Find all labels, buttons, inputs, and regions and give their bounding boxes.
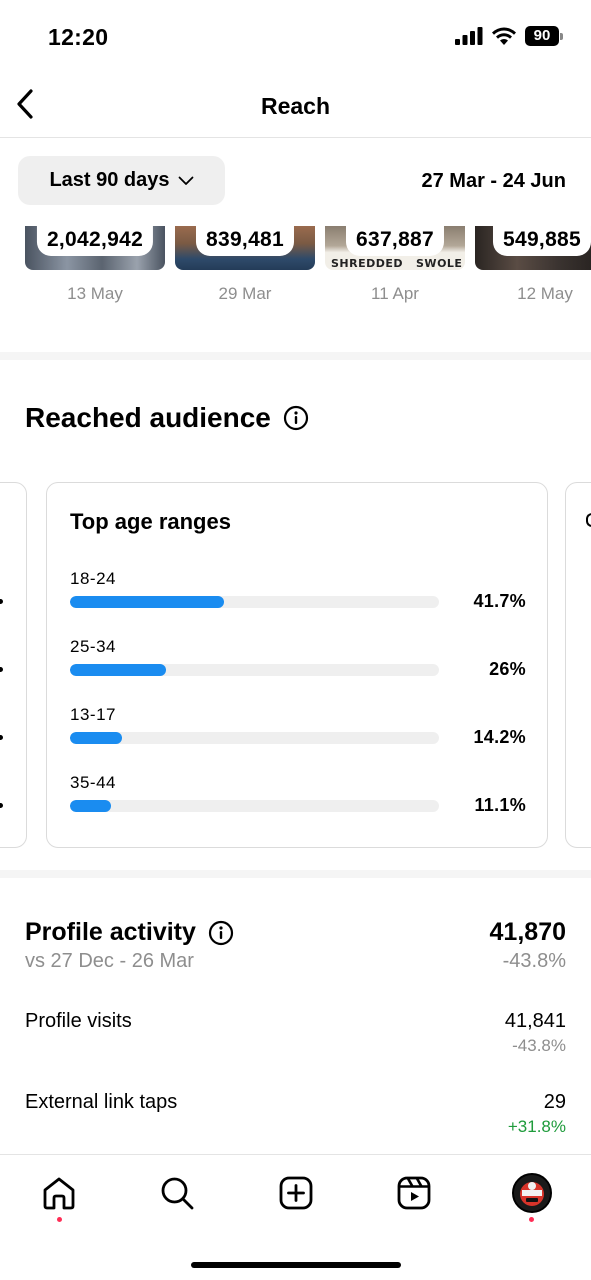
age-range-label: 35-44 <box>70 773 116 792</box>
age-range-bar-fill <box>70 800 111 812</box>
status-bar: 12:20 90 <box>0 0 591 76</box>
age-range-percent: 11.1% <box>474 795 526 815</box>
post-card[interactable]: SHREDDED SWOLE 637,887 <box>325 226 465 270</box>
metric-value: 29 <box>543 1091 566 1113</box>
metric-change: +31.8% <box>507 1117 566 1136</box>
search-icon <box>161 1177 194 1210</box>
age-range-bar-track <box>70 732 439 744</box>
age-range-row: 13-17 14.2% <box>70 705 526 755</box>
post-reach-count: 637,887 <box>345 226 445 256</box>
chevron-down-icon <box>178 176 193 185</box>
home-indicator <box>191 1262 401 1268</box>
page-title: Reach <box>260 93 331 119</box>
section-divider <box>0 352 591 360</box>
reels-icon <box>397 1176 431 1210</box>
top-age-ranges-card: Top age ranges 18-24 41.7% 25-34 26% 13-17 14… <box>46 482 548 848</box>
info-icon[interactable] <box>283 405 309 431</box>
metric-row-profile-visits[interactable]: Profile visits 41,841 -43.8% <box>25 1010 566 1060</box>
date-range-text: 27 Mar - 24 Jun <box>421 170 566 192</box>
comparison-period: vs 27 Dec - 26 Mar <box>25 950 194 972</box>
tab-search[interactable] <box>157 1173 197 1213</box>
post-reach-count: 2,042,942 <box>36 226 154 256</box>
date-range-dropdown-label: Last 90 days <box>49 169 170 191</box>
metric-row-external-link-taps[interactable]: External link taps 29 +31.8% <box>25 1091 566 1141</box>
home-icon <box>43 1177 75 1210</box>
post-card[interactable]: 2,042,942 <box>25 226 165 270</box>
age-range-bar-track <box>70 596 439 608</box>
date-range-dropdown[interactable]: Last 90 days <box>18 156 225 205</box>
age-range-percent: 14.2% <box>473 727 526 747</box>
previous-audience-card[interactable] <box>0 482 27 848</box>
age-range-bar-fill <box>70 596 224 608</box>
next-audience-card[interactable] <box>565 482 591 848</box>
profile-activity-heading: Profile activity <box>25 918 234 947</box>
post-date: 29 Mar <box>218 284 272 303</box>
post-card[interactable]: 549,885 <box>475 226 591 270</box>
post-date: 12 May <box>517 284 573 303</box>
status-icons: 90 <box>455 26 563 46</box>
age-range-row: 18-24 41.7% <box>70 569 526 619</box>
age-range-percent: 41.7% <box>473 591 526 611</box>
metric-label: Profile visits <box>25 1010 132 1032</box>
post-reach-count: 839,481 <box>195 226 295 256</box>
age-range-label: 25-34 <box>70 637 116 656</box>
age-range-row: 25-34 26% <box>70 637 526 687</box>
post-date: 13 May <box>67 284 123 303</box>
metric-label: External link taps <box>25 1091 178 1113</box>
post-reach-count: 549,885 <box>492 226 591 256</box>
tab-bar <box>0 1154 591 1280</box>
create-icon <box>279 1176 313 1210</box>
profile-activity-title: Profile activity <box>25 918 196 946</box>
filter-row: Last 90 days 27 Mar - 24 Jun <box>0 156 591 206</box>
age-range-bar-fill <box>70 732 123 744</box>
age-range-label: 18-24 <box>70 569 116 588</box>
battery-icon: 90 <box>525 26 563 46</box>
metric-change: -43.8% <box>512 1036 566 1055</box>
top-posts-strip: 2,042,942 13 May 839,481 29 Mar SHREDDED… <box>0 226 591 316</box>
wifi-icon <box>492 27 516 45</box>
age-range-percent: 26% <box>489 659 526 679</box>
notification-dot <box>529 1217 534 1222</box>
age-range-label: 13-17 <box>70 705 116 724</box>
tab-reels[interactable] <box>394 1173 434 1213</box>
post-date: 11 Apr <box>371 284 419 303</box>
age-range-bar-fill <box>70 664 166 676</box>
tab-profile[interactable] <box>512 1173 552 1213</box>
profile-activity-change: -43.8% <box>502 950 566 972</box>
section-divider <box>0 870 591 878</box>
tab-create[interactable] <box>276 1173 316 1213</box>
tab-home[interactable] <box>39 1173 79 1213</box>
nav-header: Reach <box>0 76 591 138</box>
notification-dot <box>57 1217 62 1222</box>
back-button[interactable] <box>10 86 40 122</box>
reached-audience-title: Reached audience <box>25 402 271 433</box>
reached-audience-heading: Reached audience <box>25 402 309 434</box>
cellular-signal-icon <box>455 27 483 45</box>
post-thumbnail-text: SHREDDED SWOLE <box>331 257 463 270</box>
avatar <box>512 1173 552 1213</box>
battery-level: 90 <box>525 26 559 46</box>
chevron-left-icon <box>17 89 33 119</box>
age-range-bar-track <box>70 664 439 676</box>
info-icon[interactable] <box>208 920 234 946</box>
status-time: 12:20 <box>48 24 109 50</box>
metric-value: 41,841 <box>504 1010 566 1032</box>
profile-activity-total: 41,870 <box>489 918 566 946</box>
age-range-row: 35-44 11.1% <box>70 773 526 823</box>
card-title: Top age ranges <box>70 509 231 534</box>
age-range-bar-track <box>70 800 439 812</box>
post-card[interactable]: 839,481 <box>175 226 315 270</box>
audience-carousel[interactable]: Top age ranges 18-24 41.7% 25-34 26% 13-17 14… <box>0 482 591 850</box>
